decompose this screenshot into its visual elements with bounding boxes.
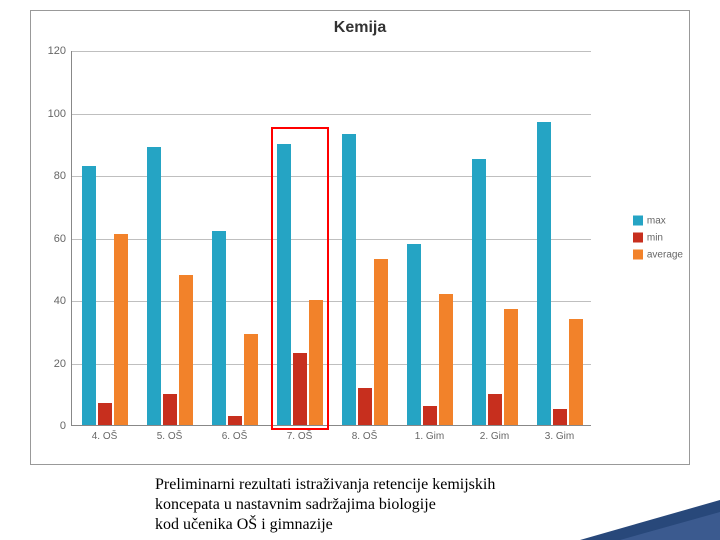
bar-min [553, 409, 567, 425]
bar-average [179, 275, 193, 425]
caption-line3: kod učenika OŠ i gimnazije [155, 516, 333, 533]
bar-average [244, 334, 258, 425]
chart-container: Kemija 0204060801001204. OŠ5. OŠ6. OŠ7. … [30, 10, 690, 465]
y-tick-label: 60 [54, 233, 72, 245]
x-tick-label: 1. Gim [415, 425, 444, 442]
bar-max [212, 231, 226, 425]
legend-swatch-average [633, 250, 643, 260]
corner-accent-overlay [620, 512, 720, 540]
bar-max [82, 166, 96, 425]
bar-min [163, 394, 177, 425]
plot-area: 0204060801001204. OŠ5. OŠ6. OŠ7. OŠ8. OŠ… [71, 51, 591, 426]
x-tick-label: 4. OŠ [92, 425, 118, 442]
bar-min [423, 406, 437, 425]
caption-line2: koncepata u nastavnim sadržajima biologi… [155, 496, 436, 513]
x-tick-label: 2. Gim [480, 425, 509, 442]
y-tick-label: 120 [48, 45, 72, 57]
y-tick-label: 80 [54, 170, 72, 182]
bar-average [114, 234, 128, 425]
bar-min [98, 403, 112, 425]
y-tick-label: 40 [54, 295, 72, 307]
bar-max [537, 122, 551, 425]
bar-max [342, 134, 356, 425]
x-tick-label: 3. Gim [545, 425, 574, 442]
legend-swatch-min [633, 233, 643, 243]
chart-title: Kemija [31, 11, 689, 37]
legend-label-average: average [647, 249, 683, 260]
x-tick-label: 6. OŠ [222, 425, 248, 442]
caption: Preliminarni rezultati istraživanja rete… [155, 475, 635, 535]
legend-label-max: max [647, 215, 666, 226]
bar-average [439, 294, 453, 425]
legend-item-average: average [633, 249, 683, 260]
bar-min [228, 416, 242, 425]
bar-min [488, 394, 502, 425]
x-tick-label: 5. OŠ [157, 425, 183, 442]
legend: max min average [633, 209, 683, 266]
bar-average [374, 259, 388, 425]
legend-swatch-max [633, 216, 643, 226]
bar-max [147, 147, 161, 425]
bar-average [569, 319, 583, 425]
highlight-box [271, 127, 329, 430]
bar-average [504, 309, 518, 425]
x-tick-label: 8. OŠ [352, 425, 378, 442]
y-tick-label: 100 [48, 108, 72, 120]
legend-item-max: max [633, 215, 683, 226]
bar-max [472, 159, 486, 425]
gridline [72, 114, 591, 115]
gridline [72, 51, 591, 52]
caption-line1: Preliminarni rezultati istraživanja rete… [155, 476, 495, 493]
legend-label-min: min [647, 232, 663, 243]
bar-min [358, 388, 372, 426]
legend-item-min: min [633, 232, 683, 243]
y-tick-label: 20 [54, 358, 72, 370]
bar-max [407, 244, 421, 425]
y-tick-label: 0 [60, 420, 72, 432]
